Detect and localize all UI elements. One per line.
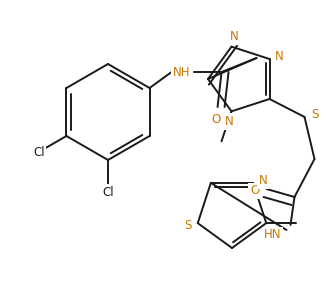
Text: N: N (225, 115, 234, 128)
Text: S: S (311, 108, 318, 122)
Text: NH: NH (173, 65, 190, 79)
Text: HN: HN (264, 228, 282, 242)
Text: N: N (259, 174, 268, 187)
Text: O: O (211, 112, 220, 126)
Text: Cl: Cl (33, 146, 45, 158)
Text: N: N (275, 49, 284, 63)
Text: Cl: Cl (102, 185, 114, 199)
Text: S: S (184, 219, 191, 231)
Text: O: O (250, 185, 259, 197)
Text: N: N (230, 30, 239, 43)
